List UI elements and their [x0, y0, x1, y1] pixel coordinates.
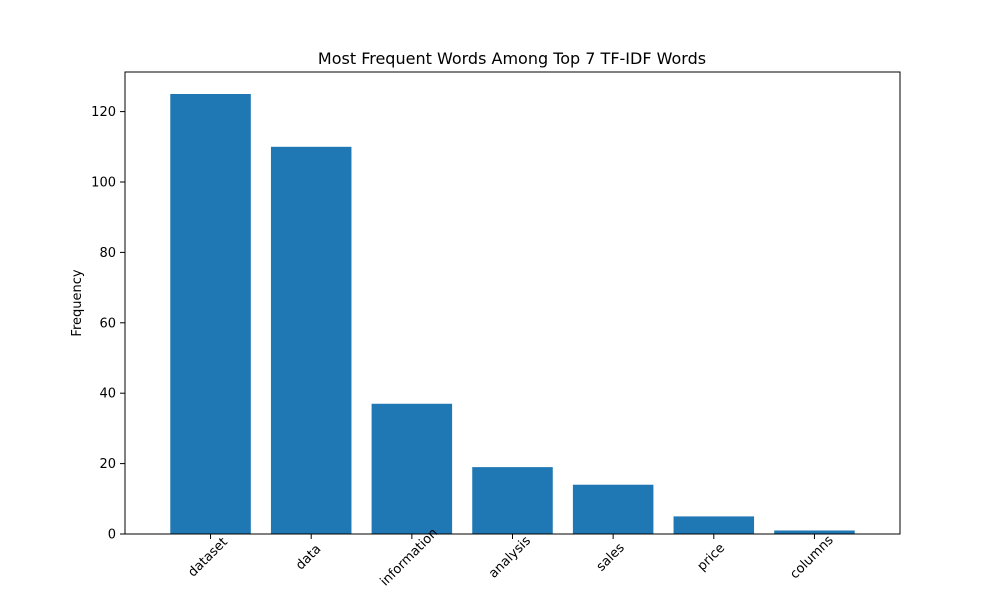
x-ticks-group: dataset data information analysis sales price…	[185, 526, 836, 590]
y-tick-label: 80	[99, 246, 116, 261]
y-tick-label: 20	[99, 457, 116, 472]
y-tick-label: 40	[99, 387, 116, 402]
bar-sales	[572, 484, 654, 534]
bar-data	[270, 146, 352, 535]
y-tick-label: 100	[91, 176, 116, 191]
y-tick-label: 0	[108, 528, 116, 543]
bar-price	[673, 516, 755, 534]
bar-dataset	[170, 94, 251, 534]
x-tick-label: information	[378, 526, 442, 590]
chart-title: Most Frequent Words Among Top 7 TF-IDF W…	[318, 49, 706, 68]
x-tick-label: columns	[787, 533, 836, 582]
bars-group	[170, 94, 855, 535]
x-tick-label: sales	[594, 540, 628, 574]
x-tick-label: analysis	[486, 533, 534, 581]
x-tick-label: price	[695, 541, 728, 574]
y-tick-label: 120	[91, 105, 116, 120]
plot-frame	[124, 71, 901, 535]
x-tick-label: dataset	[185, 535, 230, 580]
y-ticks-group: 0 20 40 60 80 100 120	[91, 105, 125, 543]
bar-analysis	[472, 467, 553, 534]
x-tick-label: data	[293, 542, 324, 573]
bar-information	[371, 403, 453, 534]
bar-columns	[774, 530, 855, 534]
y-axis-label: Frequency	[70, 269, 85, 336]
y-tick-label: 60	[99, 316, 116, 331]
